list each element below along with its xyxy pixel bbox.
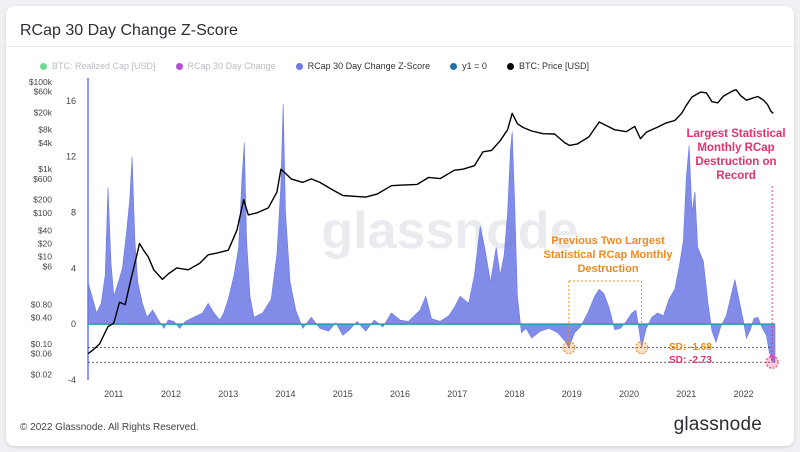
left-tick-label: $0.80 xyxy=(31,300,53,310)
right-tick-label: 0 xyxy=(71,319,76,329)
annotation-previous: Previous Two Largest Statistical RCap Mo… xyxy=(543,235,673,275)
legend-label: y1 = 0 xyxy=(462,61,487,71)
price-line xyxy=(87,89,774,355)
left-tick-label: $10 xyxy=(38,252,52,262)
legend-label: RCap 30 Day Change xyxy=(187,61,276,71)
left-tick-label: $100k xyxy=(29,77,53,87)
right-tick-label: 4 xyxy=(71,263,76,273)
brand-logo[interactable]: glassnode xyxy=(673,414,762,435)
legend-dot-icon xyxy=(295,62,303,70)
legend-item-3[interactable]: y1 = 0 xyxy=(450,58,487,74)
legend: BTC: Realized Cap [USD] RCap 30 Day Chang… xyxy=(40,58,589,74)
x-tick-label: 2022 xyxy=(733,389,753,399)
sd-label-orange: SD: -1.68 xyxy=(669,342,712,353)
legend-item-1[interactable]: RCap 30 Day Change xyxy=(175,58,276,74)
x-tick-label: 2018 xyxy=(504,389,524,399)
chart-title: RCap 30 Day Change Z-Score xyxy=(20,22,238,39)
left-tick-label: $20 xyxy=(38,238,52,248)
left-tick-label: $8k xyxy=(38,125,52,135)
watermark: glassnode xyxy=(321,202,578,260)
right-tick-label: 12 xyxy=(66,152,76,162)
x-tick-label: 2011 xyxy=(104,389,123,399)
x-tick-label: 2017 xyxy=(447,389,467,399)
legend-dot-icon xyxy=(506,62,514,70)
chart-card xyxy=(6,6,794,446)
left-tick-label: $1k xyxy=(38,164,52,174)
highlight-circle xyxy=(635,341,649,355)
x-tick-label: 2020 xyxy=(619,389,639,399)
left-tick-label: $20k xyxy=(34,107,53,117)
legend-dot-icon xyxy=(175,62,183,70)
x-tick-label: 2012 xyxy=(161,389,181,399)
highlight-circle xyxy=(765,355,779,369)
legend-label: RCap 30 Day Change Z-Score xyxy=(307,61,431,71)
left-tick-label: $6 xyxy=(43,261,53,271)
x-tick-label: 2016 xyxy=(390,389,410,399)
annotation-largest: Largest Statistical Monthly RCap Destruc… xyxy=(686,128,786,182)
legend-label: BTC: Price [USD] xyxy=(518,61,589,71)
legend-label: BTC: Realized Cap [USD] xyxy=(52,61,156,71)
right-tick-label: 8 xyxy=(71,208,76,218)
zscore-area xyxy=(87,103,776,363)
x-tick-label: 2014 xyxy=(275,389,295,399)
legend-item-4[interactable]: BTC: Price [USD] xyxy=(506,58,589,74)
left-tick-label: $0.06 xyxy=(31,349,53,359)
left-tick-label: $4k xyxy=(38,138,52,148)
x-tick-label: 2019 xyxy=(562,389,582,399)
left-tick-label: $600 xyxy=(33,174,52,184)
legend-dot-icon xyxy=(450,62,458,70)
legend-item-2[interactable]: RCap 30 Day Change Z-Score xyxy=(295,58,431,74)
x-tick-label: 2015 xyxy=(333,389,353,399)
title-divider xyxy=(6,46,794,47)
right-tick-label: -4 xyxy=(68,375,76,385)
x-tick-label: 2013 xyxy=(218,389,238,399)
sd-label-pink: SD: -2.73 xyxy=(669,355,712,366)
left-tick-label: $0.40 xyxy=(31,313,53,323)
left-tick-label: $60k xyxy=(34,87,53,97)
left-tick-label: $40 xyxy=(38,225,52,235)
right-tick-label: 16 xyxy=(66,96,76,106)
highlight-circle xyxy=(562,341,576,355)
left-tick-label: $0.02 xyxy=(31,370,53,380)
left-tick-label: $0.10 xyxy=(31,339,53,349)
x-tick-label: 2021 xyxy=(676,389,696,399)
copyright: © 2022 Glassnode. All Rights Reserved. xyxy=(20,422,199,433)
legend-dot-icon xyxy=(40,62,47,70)
left-tick-label: $200 xyxy=(33,195,52,205)
left-tick-label: $100 xyxy=(33,208,52,218)
legend-item-0[interactable]: BTC: Realized Cap [USD] xyxy=(40,58,156,74)
